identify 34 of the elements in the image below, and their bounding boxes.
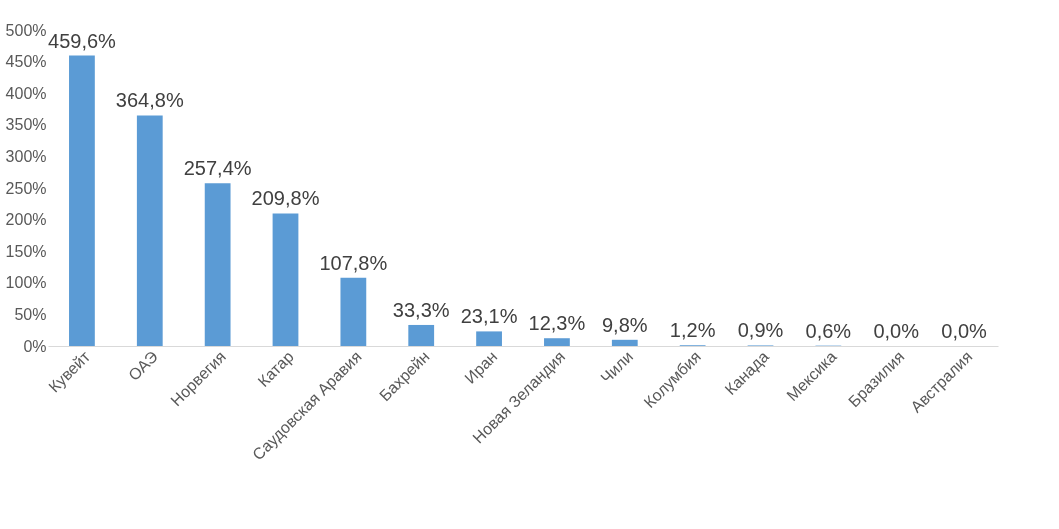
y-tick-label: 200% bbox=[5, 211, 47, 229]
data-label: 459,6% bbox=[48, 29, 117, 52]
y-tick-label: 300% bbox=[5, 147, 47, 165]
data-label: 0,0% bbox=[873, 320, 920, 342]
y-tick-label: 400% bbox=[5, 84, 47, 102]
data-label: 209,8% bbox=[251, 187, 320, 210]
data-label: 257,4% bbox=[183, 157, 252, 180]
bar bbox=[476, 331, 502, 346]
data-label: 1,2% bbox=[669, 319, 716, 342]
data-label: 0,0% bbox=[941, 320, 988, 342]
y-tick-label: 350% bbox=[5, 116, 47, 134]
data-label: 0,6% bbox=[805, 319, 852, 342]
bar bbox=[611, 339, 638, 346]
data-label: 23,1% bbox=[460, 305, 518, 328]
data-label: 9,8% bbox=[601, 313, 648, 336]
bar bbox=[204, 183, 231, 346]
bar bbox=[272, 213, 299, 346]
y-tick-label: 100% bbox=[5, 274, 47, 292]
bar bbox=[340, 277, 367, 346]
data-label: 364,8% bbox=[115, 89, 184, 112]
bar bbox=[408, 324, 435, 346]
bar bbox=[69, 55, 95, 346]
y-tick-label: 150% bbox=[5, 242, 47, 260]
data-label: 33,3% bbox=[392, 298, 450, 321]
y-tick-label: 250% bbox=[5, 179, 47, 197]
bar bbox=[136, 115, 163, 346]
y-tick-label: 450% bbox=[5, 53, 47, 71]
y-tick-label: 50% bbox=[14, 305, 47, 323]
y-tick-label: 0% bbox=[23, 337, 47, 355]
y-tick-label: 500% bbox=[5, 21, 47, 39]
data-label: 107,8% bbox=[319, 251, 388, 274]
data-label: 0,9% bbox=[737, 319, 784, 342]
bar bbox=[544, 338, 570, 346]
data-label: 12,3% bbox=[528, 312, 586, 335]
